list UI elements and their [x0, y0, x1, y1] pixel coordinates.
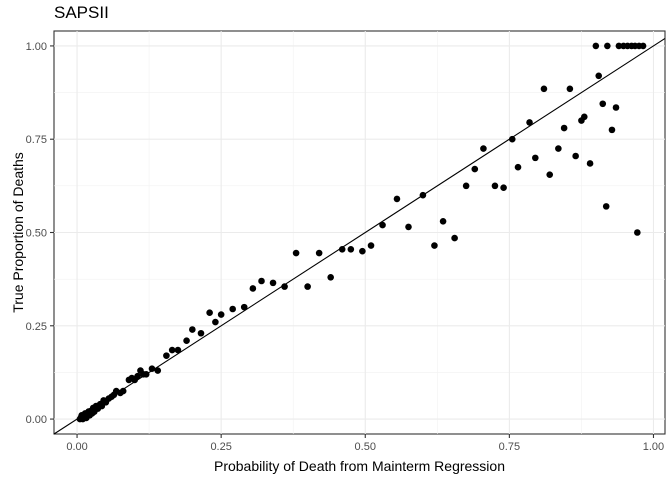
- data-point: [405, 223, 412, 231]
- data-point: [508, 135, 516, 143]
- data-point: [119, 387, 127, 395]
- data-point: [206, 309, 213, 317]
- data-point: [566, 85, 574, 93]
- data-points: [76, 42, 647, 423]
- y-tick-label: 0.00: [26, 414, 47, 426]
- x-tick-label: 1.00: [643, 441, 664, 453]
- data-point: [572, 152, 579, 160]
- data-point: [217, 311, 225, 318]
- data-point: [451, 234, 458, 242]
- data-point: [359, 247, 366, 255]
- data-point: [168, 346, 176, 354]
- data-point: [431, 242, 438, 249]
- data-point: [540, 85, 548, 93]
- data-point: [615, 42, 623, 50]
- data-point: [612, 104, 620, 111]
- data-point: [142, 370, 150, 378]
- data-point: [608, 126, 616, 134]
- y-tick-label: 0.50: [26, 228, 47, 240]
- x-tick-label: 0.75: [499, 441, 520, 453]
- data-point: [212, 318, 219, 326]
- y-tick-label: 0.25: [26, 321, 47, 333]
- y-tick-label: 0.75: [26, 134, 47, 146]
- data-point: [269, 279, 277, 287]
- data-point: [581, 113, 588, 121]
- x-tick-label: 0.50: [355, 441, 376, 453]
- data-point: [189, 326, 196, 333]
- data-point: [174, 346, 182, 354]
- data-point: [586, 160, 594, 167]
- data-point: [183, 337, 190, 345]
- data-point: [546, 171, 554, 178]
- data-point: [281, 283, 288, 290]
- data-point: [154, 367, 162, 374]
- data-point: [393, 195, 401, 203]
- x-tick-label: 0.00: [66, 441, 87, 453]
- data-point: [514, 163, 522, 171]
- data-point: [480, 145, 487, 152]
- chart-title: SAPSII: [54, 3, 109, 22]
- data-point: [592, 42, 600, 50]
- data-point: [249, 285, 257, 292]
- data-point: [134, 372, 141, 380]
- data-point: [379, 221, 386, 229]
- data-point: [439, 218, 447, 225]
- data-point: [471, 165, 479, 173]
- data-point: [462, 182, 470, 190]
- data-point: [292, 249, 300, 257]
- data-point: [604, 42, 611, 50]
- data-point: [338, 245, 346, 253]
- data-point: [419, 191, 427, 199]
- data-point: [639, 42, 647, 50]
- data-point: [500, 184, 507, 192]
- data-point: [315, 249, 323, 257]
- data-point: [327, 273, 334, 281]
- data-point: [560, 124, 568, 132]
- x-axis-title: Probability of Death from Mainterm Regre…: [214, 458, 505, 474]
- data-point: [532, 154, 539, 162]
- y-axis-title: True Proportion of Deaths: [10, 152, 26, 313]
- x-tick-label: 0.25: [210, 441, 231, 453]
- data-point: [599, 100, 607, 108]
- data-point: [491, 182, 499, 190]
- data-point: [602, 203, 610, 210]
- data-point: [526, 119, 533, 126]
- data-point: [367, 242, 375, 249]
- y-axis-ticks: 0.00 0.25 0.50 0.75 1.00: [26, 41, 54, 426]
- data-point: [555, 145, 562, 152]
- data-point: [347, 245, 355, 253]
- data-point: [229, 305, 236, 313]
- data-point: [197, 329, 205, 337]
- data-point: [163, 352, 170, 359]
- y-tick-label: 1.00: [26, 41, 47, 53]
- data-point: [258, 277, 265, 285]
- data-point: [240, 303, 248, 311]
- data-point: [595, 72, 603, 80]
- data-point: [634, 229, 641, 236]
- data-point: [148, 365, 156, 372]
- x-axis-ticks: 0.00 0.25 0.50 0.75 1.00: [66, 434, 664, 453]
- data-point: [304, 283, 311, 290]
